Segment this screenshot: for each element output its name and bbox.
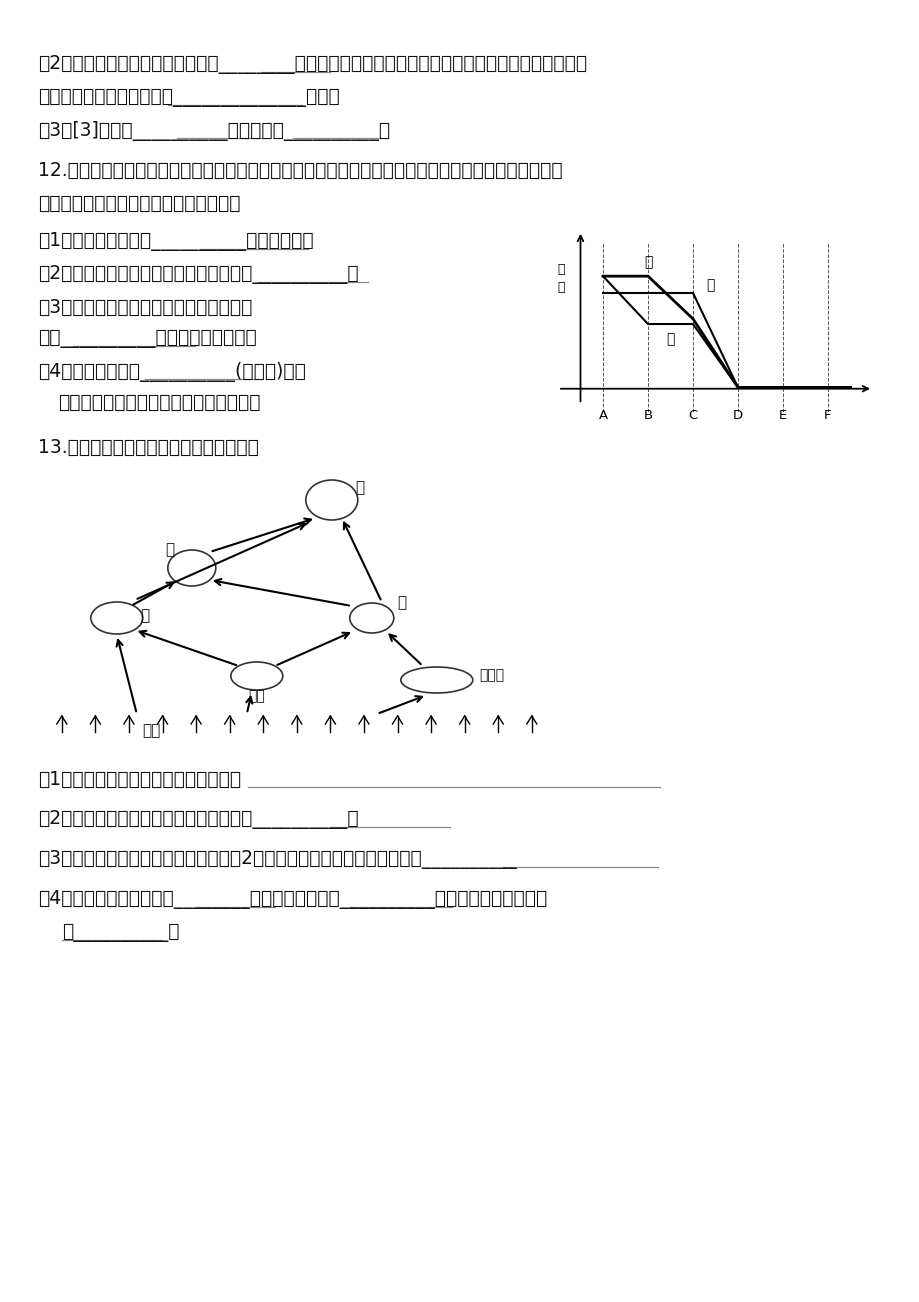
Text: （2）人体消化和吸收的主要场所是________，小肠的内表面具有皱襞和绒毛且小肠绒毛壁、毛细血管、: （2）人体消化和吸收的主要场所是________，小肠的内表面具有皱襞和绒毛且小… [38,55,586,74]
Text: 程: 程 [557,263,565,276]
Text: 度: 度 [557,281,565,294]
Text: 植物: 植物 [142,724,161,738]
Text: 器官及排列顺序。请根据该图回答问题：: 器官及排列顺序。请根据该图回答问题： [38,194,240,214]
Text: （3）如果在草原地区大量喷洒农药，则2年后哪种动物的体内农药含量最高__________: （3）如果在草原地区大量喷洒农药，则2年后哪种动物的体内农药含量最高______… [38,850,516,868]
Text: 蛙: 蛙 [397,595,406,611]
Text: 鼠: 鼠 [140,608,149,624]
Text: （2）乙曲线表示的营养成分最终被分解为__________。: （2）乙曲线表示的营养成分最终被分解为__________。 [38,266,358,284]
Text: 最终都分解成能被人体吸收的营养物质。: 最终都分解成能被人体吸收的营养物质。 [58,393,260,411]
Text: （4）食物在图中的__________(填字母)处，: （4）食物在图中的__________(填字母)处， [38,362,305,381]
Text: 13.读下图：草原生态系统图，回答问题：: 13.读下图：草原生态系统图，回答问题： [38,437,258,457]
Text: 丙: 丙 [643,255,652,270]
Text: （2）如果有人大量捕杀蛇，则鼠的数量会__________。: （2）如果有人大量捕杀蛇，则鼠的数量会__________。 [38,810,358,829]
Text: 是__________。: 是__________。 [62,923,179,943]
Text: F: F [823,409,831,422]
Text: 鹰: 鹰 [355,480,364,496]
Text: C: C [687,409,697,422]
Text: 淋巴管壁都很薄，仅由一层______________构成；: 淋巴管壁都很薄，仅由一层______________构成； [38,89,339,107]
Text: 甲: 甲 [706,279,714,292]
Text: 泌的__________乳化后才能被消化。: 泌的__________乳化后才能被消化。 [38,329,256,348]
Text: 蛇: 蛇 [165,543,175,557]
Text: 乙: 乙 [665,332,674,346]
Text: D: D [732,409,743,422]
Text: （3）甲曲线表示的营养成分需要经肝脏分: （3）甲曲线表示的营养成分需要经肝脏分 [38,298,252,316]
Text: （1）写出能量损耗最多的一条食物链：: （1）写出能量损耗最多的一条食物链： [38,769,241,789]
Text: B: B [642,409,652,422]
Text: A: A [597,409,607,422]
Text: 12.下面表示食物通过人体消化道时，淀粉、脂肪和蛋白质化学性消化的程度，字母代表组成消化道的各: 12.下面表示食物通过人体消化道时，淀粉、脂肪和蛋白质化学性消化的程度，字母代表… [38,161,562,180]
Text: E: E [778,409,787,422]
Text: （4）图中属于生产者的是________，属于消费者的是__________，不能表示的生物成分: （4）图中属于生产者的是________，属于消费者的是__________，不… [38,891,547,909]
Text: （1）图中丙曲线表示__________的消化过程。: （1）图中丙曲线表示__________的消化过程。 [38,232,313,251]
Text: 毛毛虫: 毛毛虫 [479,668,504,682]
Text: 蟋虫: 蟋虫 [248,689,265,703]
Text: （3）[3]指的是__________，它能分泌__________。: （3）[3]指的是__________，它能分泌__________。 [38,121,390,141]
